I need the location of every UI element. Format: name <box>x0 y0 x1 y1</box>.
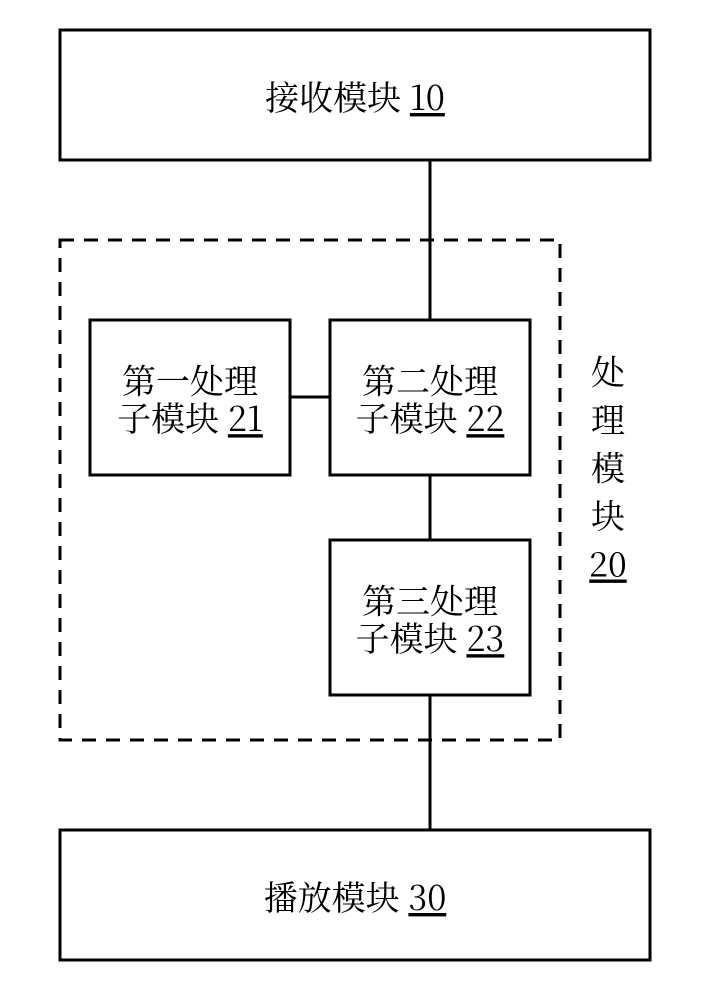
sub-module-3-label-line2: 子模块 23 <box>356 612 505 661</box>
processing-module-label-char: 块 <box>591 490 625 539</box>
processing-module-label-char: 模 <box>591 442 625 491</box>
sub-module-1-label-line2: 子模块 21 <box>117 392 263 441</box>
processing-module-label-char: 处 <box>591 346 625 395</box>
sub-module-3-number: 23 <box>466 612 504 661</box>
receive-module-label: 接收模块 10 <box>265 71 445 120</box>
processing-module-number: 20 <box>589 538 626 587</box>
sub-module-2-label-line2: 子模块 22 <box>356 392 505 441</box>
play-module-number: 30 <box>408 871 446 920</box>
sub-module-2-number: 22 <box>466 392 504 441</box>
sub-module-1-number: 21 <box>228 392 263 441</box>
receive-module-number: 10 <box>410 71 445 120</box>
play-module-label: 播放模块 30 <box>264 871 447 920</box>
processing-module-label-char: 理 <box>591 394 625 443</box>
